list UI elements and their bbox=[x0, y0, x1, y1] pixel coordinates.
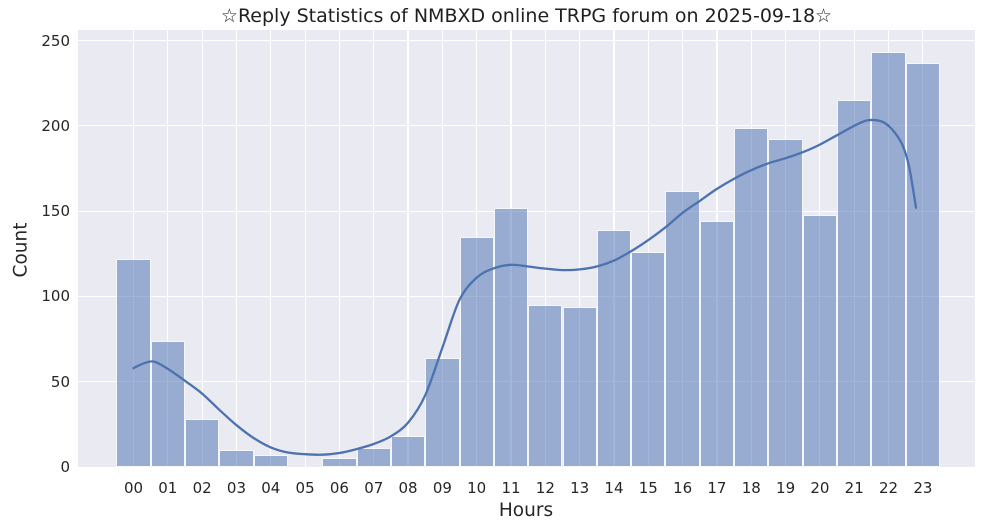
x-tick-label-05: 05 bbox=[295, 479, 315, 497]
y-tick-label-250: 250 bbox=[41, 31, 70, 50]
vertical-gridline-02 bbox=[201, 30, 203, 467]
vertical-gridline-03 bbox=[235, 30, 238, 467]
vertical-gridline-05 bbox=[304, 30, 306, 467]
histogram-bar-07 bbox=[356, 448, 391, 467]
vertical-gridline-00 bbox=[132, 30, 135, 467]
chart-title: ☆Reply Statistics of NMBXD online TRPG f… bbox=[220, 5, 833, 27]
vertical-gridline-13 bbox=[579, 30, 581, 467]
y-tick-label-50: 50 bbox=[50, 372, 70, 391]
histogram-bar-11 bbox=[493, 207, 529, 467]
vertical-gridline-09 bbox=[441, 30, 443, 467]
vertical-gridline-01 bbox=[167, 30, 169, 467]
vertical-gridline-04 bbox=[270, 30, 272, 467]
x-tick-label-08: 08 bbox=[398, 479, 418, 497]
histogram-bar-04 bbox=[253, 455, 288, 467]
x-tick-label-22: 22 bbox=[878, 479, 899, 497]
x-tick-label-12: 12 bbox=[535, 479, 555, 497]
histogram-bar-01 bbox=[150, 340, 185, 467]
x-tick-label-21: 21 bbox=[844, 479, 864, 497]
x-tick-label-07: 07 bbox=[364, 479, 384, 497]
x-tick-label-01: 01 bbox=[158, 479, 178, 497]
histogram-bar-20 bbox=[802, 214, 838, 467]
x-tick-label-00: 00 bbox=[123, 479, 144, 497]
x-tick-label-23: 23 bbox=[913, 479, 933, 497]
histogram-bar-16 bbox=[665, 190, 700, 467]
histogram-bar-15 bbox=[631, 252, 666, 467]
x-tick-label-18: 18 bbox=[741, 479, 761, 497]
histogram-bar-12 bbox=[528, 304, 563, 467]
kde-curve-path bbox=[132, 118, 918, 456]
histogram-bar-21 bbox=[837, 100, 872, 467]
x-tick-label-15: 15 bbox=[638, 479, 658, 497]
y-tick-label-100: 100 bbox=[41, 287, 70, 306]
x-tick-label-02: 02 bbox=[192, 479, 212, 497]
vertical-gridline-07 bbox=[373, 30, 375, 467]
histogram-bar-10 bbox=[459, 236, 494, 467]
x-tick-label-13: 13 bbox=[570, 479, 590, 497]
vertical-gridline-08 bbox=[407, 30, 409, 467]
histogram-bar-06 bbox=[322, 458, 357, 467]
x-tick-label-19: 19 bbox=[776, 479, 796, 497]
y-tick-label-150: 150 bbox=[41, 202, 70, 221]
x-tick-label-20: 20 bbox=[810, 479, 830, 497]
histogram-bar-09 bbox=[425, 357, 460, 467]
x-tick-label-11: 11 bbox=[501, 479, 521, 497]
x-tick-label-10: 10 bbox=[467, 479, 487, 497]
y-tick-label-200: 200 bbox=[41, 116, 70, 135]
histogram-bar-02 bbox=[184, 419, 220, 467]
vertical-gridline-12 bbox=[544, 30, 546, 467]
vertical-gridline-15 bbox=[647, 30, 649, 467]
plot-area bbox=[78, 30, 975, 467]
histogram-bar-19 bbox=[768, 139, 803, 467]
x-tick-label-04: 04 bbox=[261, 479, 281, 497]
histogram-bar-23 bbox=[905, 62, 940, 467]
histogram-bar-18 bbox=[734, 127, 769, 467]
horizontal-gridline-200 bbox=[78, 125, 975, 127]
histogram-bar-17 bbox=[699, 221, 735, 467]
y-axis-label: Count bbox=[10, 222, 32, 278]
x-tick-label-17: 17 bbox=[707, 479, 727, 497]
histogram-bar-22 bbox=[871, 52, 906, 467]
x-tick-label-06: 06 bbox=[329, 479, 349, 497]
x-tick-label-14: 14 bbox=[604, 479, 624, 497]
horizontal-gridline-250 bbox=[78, 39, 975, 42]
x-tick-label-16: 16 bbox=[673, 479, 693, 497]
y-tick-label-0: 0 bbox=[60, 458, 70, 476]
histogram-bar-03 bbox=[219, 449, 254, 467]
x-axis-label: Hours bbox=[498, 500, 554, 521]
x-tick-label-03: 03 bbox=[226, 479, 246, 497]
histogram-bar-14 bbox=[596, 229, 632, 467]
histogram-bar-13 bbox=[562, 306, 597, 467]
histogram-bar-08 bbox=[390, 436, 426, 467]
kde-curve bbox=[132, 118, 918, 456]
vertical-gridline-06 bbox=[338, 30, 340, 467]
x-tick-label-09: 09 bbox=[432, 479, 452, 497]
